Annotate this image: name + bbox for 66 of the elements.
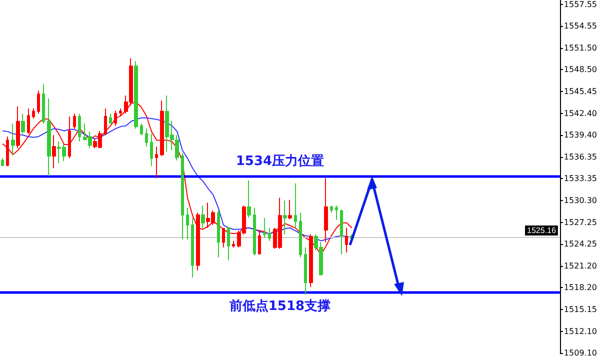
y-tick-label: 1551.50 [564, 44, 598, 53]
ref-line-label: 前低点1518支撑 [228, 298, 331, 314]
y-tick-label: 1545.45 [564, 87, 598, 96]
y-tick-label: 1548.50 [564, 65, 598, 74]
candlestick [299, 212, 302, 258]
candlestick [27, 108, 30, 134]
candlestick [268, 227, 271, 242]
candlestick [145, 128, 148, 148]
candlestick [330, 205, 333, 214]
candlestick [42, 84, 45, 124]
candlestick [16, 106, 20, 149]
candlestick [78, 113, 81, 142]
candlestick [340, 209, 343, 256]
candlestick [227, 226, 230, 261]
candlestick [109, 113, 112, 124]
candlestick [32, 108, 35, 120]
candlestick [222, 227, 225, 248]
y-tick-label: 1542.40 [564, 109, 598, 118]
candlestick [304, 246, 307, 296]
candlestick [345, 227, 348, 253]
candlestick [253, 207, 256, 256]
ref-line-label: 1534压力位置 [236, 154, 324, 170]
candlestick [11, 123, 15, 156]
y-tick-label: 1554.55 [564, 22, 598, 31]
candlestick [140, 123, 143, 136]
y-tick-label: 1539.40 [564, 130, 598, 140]
candlestick [263, 217, 266, 238]
candlestick [1, 158, 4, 167]
candlestick [294, 182, 297, 228]
candlestick [73, 113, 76, 130]
y-tick-label: 1518.20 [564, 283, 598, 292]
candlestick [150, 133, 153, 167]
candlestick [52, 134, 56, 169]
y-tick-label: 1509.10 [564, 348, 598, 357]
candlestick [155, 146, 158, 179]
candlestick [134, 60, 138, 130]
y-tick-label: 1527.25 [564, 218, 598, 228]
candlestick [288, 199, 292, 220]
candlestick [68, 116, 71, 159]
candlestick [47, 98, 51, 177]
candlestick [181, 152, 184, 240]
y-tick-label: 1533.35 [564, 174, 598, 184]
candlestick [232, 240, 235, 248]
candlestick [283, 200, 287, 235]
candlestick [37, 90, 40, 114]
y-tick-label: 1557.55 [564, 0, 598, 10]
candlestick [201, 205, 205, 228]
candlestick [335, 205, 338, 220]
ref-line-label: 1525.16 [526, 226, 556, 236]
candlestick [186, 207, 189, 240]
line-series [2, 117, 352, 242]
candlestick [119, 108, 122, 116]
candlestick [21, 113, 25, 134]
y-tick-label: 1521.20 [564, 262, 598, 271]
candlestick [114, 110, 117, 126]
candlestick [191, 217, 194, 278]
candlestick [104, 108, 107, 136]
y-tick-label: 1515.15 [564, 305, 598, 314]
candlestick [217, 209, 220, 258]
y-tick-label: 1530.30 [564, 196, 598, 206]
candlestick [324, 178, 328, 243]
candlestick [6, 136, 9, 167]
y-tick-label: 1536.35 [564, 152, 598, 162]
y-tick-label: 1512.10 [564, 326, 598, 336]
candlestick [247, 180, 251, 218]
y-tick-label: 1524.25 [564, 240, 598, 249]
